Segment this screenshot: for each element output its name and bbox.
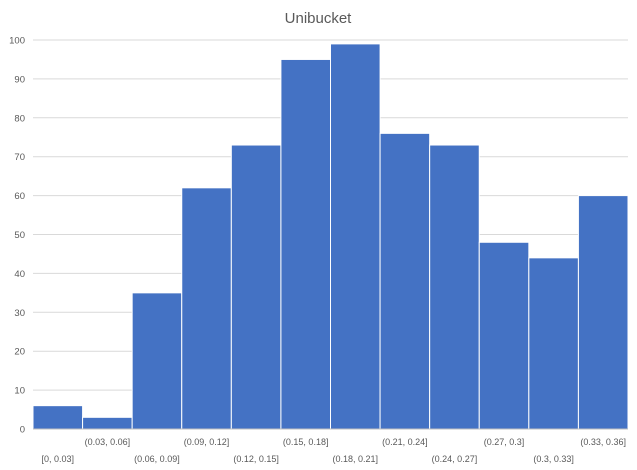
bar	[528, 257, 579, 430]
y-tick-label: 0	[20, 425, 25, 436]
chart-title: Unibucket	[285, 10, 353, 27]
y-tick-label: 10	[14, 386, 25, 397]
x-tick-label: [0, 0.03]	[42, 454, 75, 464]
x-tick-label: (0.18, 0.21]	[333, 454, 379, 464]
bar	[429, 144, 480, 430]
y-axis-ticks: 0 10 20 30 40 50 60 70 80 90 100	[9, 36, 25, 436]
y-tick-label: 20	[14, 347, 25, 358]
y-tick-label: 50	[14, 230, 25, 241]
bar	[379, 132, 431, 430]
bar	[230, 144, 282, 430]
x-tick-label: (0.15, 0.18]	[283, 437, 329, 447]
x-axis-ticks: [0, 0.03] (0.03, 0.06](0.06, 0.09] (0.09, …	[42, 437, 626, 464]
bar	[280, 58, 331, 430]
bar	[131, 292, 183, 430]
y-tick-label: 90	[14, 74, 25, 85]
x-tick-label: (0.24, 0.27]	[432, 454, 478, 464]
bar	[577, 195, 629, 430]
y-tick-label: 30	[14, 308, 25, 319]
x-tick-label: (0.27, 0.3]	[484, 437, 525, 447]
y-tick-label: 100	[9, 36, 25, 47]
y-tick-label: 70	[14, 152, 25, 163]
y-tick-label: 80	[14, 113, 25, 124]
x-tick-label: (0.09, 0.12]	[184, 437, 230, 447]
bar	[32, 405, 84, 430]
bar	[330, 43, 381, 430]
x-tick-label: (0.33, 0.36]	[580, 437, 626, 447]
bar	[181, 187, 232, 430]
y-tick-label: 40	[14, 269, 25, 280]
x-tick-label: (0.21, 0.24]	[382, 437, 428, 447]
x-tick-label: (0.06, 0.09]	[134, 454, 180, 464]
y-tick-label: 60	[14, 191, 25, 202]
bar	[478, 241, 530, 430]
x-tick-label: (0.3, 0.33]	[533, 454, 574, 464]
bars	[32, 43, 629, 430]
bar	[82, 416, 133, 430]
x-tick-label: (0.12, 0.15]	[233, 454, 279, 464]
x-tick-label: (0.03, 0.06]	[85, 437, 131, 447]
